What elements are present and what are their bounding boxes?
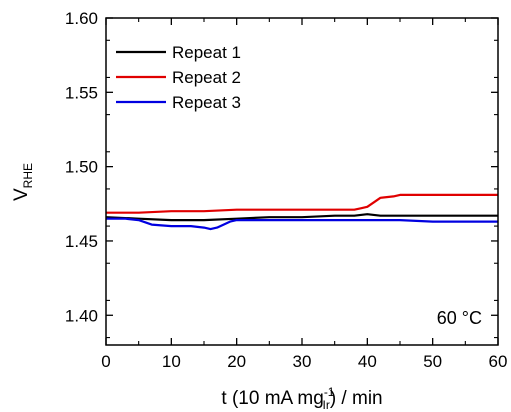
- y-tick-label: 1.45: [65, 232, 98, 251]
- x-tick-label: 10: [162, 352, 181, 371]
- x-axis-label-subscript: Ir: [322, 398, 329, 412]
- x-tick-label: 20: [227, 352, 246, 371]
- legend-label-repeat-3: Repeat 3: [172, 93, 241, 112]
- x-axis-label-superscript: -1: [324, 385, 335, 399]
- series-line-repeat-1: [105, 213, 498, 222]
- y-tick-label: 1.50: [65, 158, 98, 177]
- y-axis-label-main: V: [11, 188, 32, 201]
- plot-frame: [105, 17, 499, 346]
- x-tick-label: 50: [423, 352, 442, 371]
- x-tick-label: 30: [293, 352, 312, 371]
- y-tick-label: 1.55: [65, 83, 98, 102]
- temperature-annotation: 60 °C: [437, 308, 482, 328]
- series-line-repeat-3: [106, 217, 498, 231]
- y-axis-label: VRHE: [11, 163, 35, 201]
- x-tick-label: 40: [358, 352, 377, 371]
- x-axis-label-prefix: t (10 mA mg: [221, 388, 323, 409]
- x-axis-label-suffix: ) / min: [330, 388, 383, 409]
- legend: Repeat 1 Repeat 2 Repeat 3: [116, 43, 241, 112]
- y-tick-label: 1.40: [65, 306, 98, 325]
- y-tick-label: 1.60: [65, 9, 98, 28]
- x-axis-label: t (10 mA mg-1 Ir) / min: [221, 385, 382, 412]
- series-lines: [105, 193, 498, 231]
- y-axis-label-subscript: RHE: [21, 163, 35, 188]
- axis-ticks: 0 10 20 30 40 50 60 1.40 1.45 1.50 1.55 1.60: [65, 9, 508, 371]
- x-tick-label: 60: [489, 352, 508, 371]
- legend-label-repeat-2: Repeat 2: [172, 68, 241, 87]
- legend-label-repeat-1: Repeat 1: [172, 43, 241, 62]
- series-line-repeat-2: [106, 193, 498, 214]
- x-tick-label: 0: [101, 352, 110, 371]
